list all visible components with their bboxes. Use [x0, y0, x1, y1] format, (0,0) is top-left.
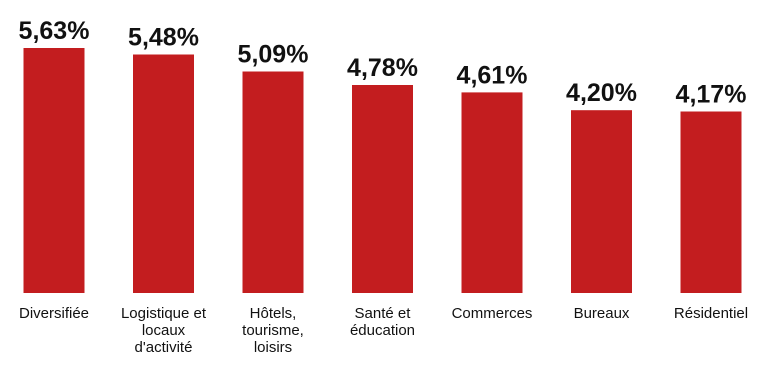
value-label-4: 4,78% [347, 54, 418, 82]
category-label-line: locaux [142, 322, 186, 339]
category-label-3: Hôtels, tourisme, loisirs [242, 305, 304, 356]
category-label-4: Santé et éducation [350, 305, 415, 339]
category-label-7: Résidentiel [674, 305, 748, 322]
category-label-line: loisirs [254, 339, 292, 356]
category-label-6: Bureaux [574, 305, 630, 322]
category-label-line: Santé et [355, 305, 412, 322]
bar-1 [23, 48, 85, 293]
bar-7 [680, 111, 742, 293]
value-label-7: 4,17% [676, 81, 747, 109]
category-label-line: Hôtels, [250, 305, 297, 322]
category-label-line: éducation [350, 322, 415, 339]
value-label-5: 4,61% [457, 61, 528, 89]
category-label-1: Diversifiée [19, 305, 89, 322]
bars-group [23, 48, 742, 294]
value-label-6: 4,20% [566, 79, 637, 107]
category-labels-group: Diversifiée Logistique et locaux d'activité… [19, 305, 748, 356]
category-label-line: Logistique et [121, 305, 207, 322]
category-label-line: Commerces [452, 305, 533, 322]
bar-4 [352, 85, 413, 293]
category-label-5: Commerces [452, 305, 533, 322]
bar-3 [242, 71, 304, 293]
value-label-1: 5,63% [19, 17, 90, 45]
value-label-2: 5,48% [128, 24, 199, 52]
category-label-line: tourisme, [242, 322, 304, 339]
value-label-3: 5,09% [238, 41, 309, 69]
value-labels-group: 5,63% 5,48% 5,09% 4,78% 4,61% 4,20% 4,17% [19, 17, 747, 109]
category-label-line: Diversifiée [19, 305, 89, 322]
bar-5 [461, 92, 523, 294]
category-label-2: Logistique et locaux d'activité [121, 305, 207, 356]
category-label-line: d'activité [135, 339, 193, 356]
category-label-line: Bureaux [574, 305, 630, 322]
bar-6 [571, 110, 632, 293]
bar-2 [133, 54, 194, 293]
category-label-line: Résidentiel [674, 305, 748, 322]
